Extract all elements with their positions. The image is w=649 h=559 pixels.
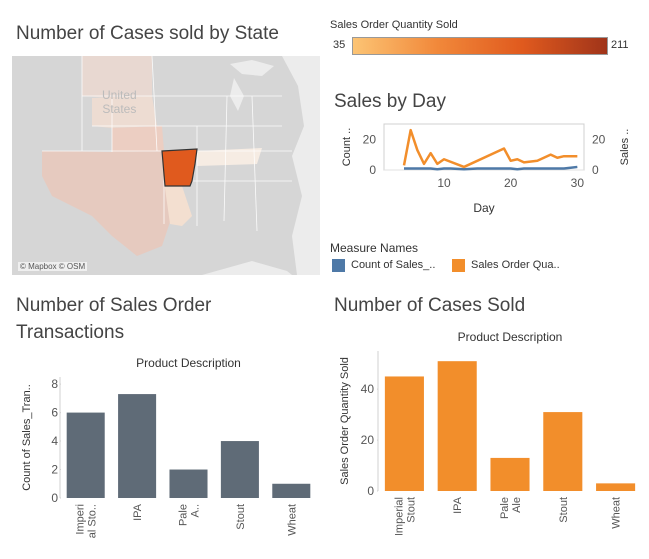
y-axis-label-right: Sales .. [619, 129, 631, 166]
bar [596, 483, 636, 491]
y-tick: 4 [51, 434, 58, 448]
category-label: PaleAle [499, 497, 523, 519]
category-label: Wheat [286, 504, 298, 536]
category-label: IPA [452, 496, 464, 514]
legend-swatch-quantity [452, 259, 465, 272]
color-legend-title: Sales Order Quantity Sold [330, 19, 458, 31]
y-tick-right: 0 [592, 163, 599, 177]
x-tick: 30 [571, 176, 585, 190]
y-tick: 8 [51, 377, 58, 391]
y-tick-left: 0 [369, 163, 376, 177]
bar-chart-header: Product Description [458, 330, 563, 344]
y-tick: 20 [361, 433, 375, 447]
bar [169, 469, 208, 498]
category-label: ImperialStout [393, 497, 417, 535]
bar [490, 457, 530, 491]
y-tick: 6 [51, 406, 58, 420]
map-attribution: © Mapbox © OSM [18, 262, 88, 271]
legend-label-quantity[interactable]: Sales Order Qua.. [471, 259, 560, 271]
bar [66, 412, 105, 498]
bar [118, 394, 157, 498]
category-label: IPA [132, 503, 144, 521]
measure-legend-title: Measure Names [330, 241, 419, 255]
line-plot-area [383, 123, 585, 171]
y-axis-label-left: Count .. [341, 128, 353, 167]
y-tick-right: 20 [592, 132, 606, 146]
category-label: Stout [235, 504, 247, 530]
map-title: Number of Cases sold by State [16, 23, 279, 44]
series-line-count [404, 165, 578, 171]
state-map[interactable]: United States © Mapbox © OSM [12, 56, 320, 275]
x-axis-label: Day [473, 201, 494, 215]
y-tick: 0 [367, 484, 374, 498]
y-tick: 40 [361, 382, 375, 396]
x-tick: 20 [504, 176, 518, 190]
sales-by-day-chart[interactable]: 0 20 0 20 10 20 30 Day Count .. Sales .. [328, 118, 648, 228]
cases-sold-bar-chart[interactable]: Product Description 0 20 40 Sales Order Quan… [330, 325, 640, 535]
map-watermark: United States [102, 88, 137, 116]
category-label: Imperial Sto.. [75, 504, 99, 538]
highlighted-state [161, 148, 198, 187]
category-label: Stout [558, 497, 570, 523]
bar [543, 412, 583, 491]
cases-sold-title: Number of Cases Sold [334, 295, 526, 316]
legend-swatch-count [332, 259, 345, 272]
color-ramp [352, 37, 608, 55]
bar [437, 361, 477, 491]
bar [384, 376, 424, 491]
sales-by-day-title: Sales by Day [334, 91, 446, 112]
bar [220, 441, 259, 498]
transactions-title-line1: Number of Sales Order [16, 295, 212, 316]
color-legend-min: 35 [333, 39, 346, 51]
category-label: Wheat [611, 497, 623, 529]
series-line-quantity [402, 128, 578, 169]
legend-label-count[interactable]: Count of Sales_.. [351, 259, 436, 271]
bar-chart-header: Product Description [136, 356, 241, 370]
map-canvas [12, 56, 320, 275]
y-axis-label: Sales Order Quantity Sold [339, 357, 351, 485]
color-legend-max: 211 [611, 39, 629, 51]
bar [272, 483, 311, 498]
y-tick: 2 [51, 463, 58, 477]
category-label: PaleA.. [178, 504, 202, 526]
y-tick-left: 20 [363, 132, 377, 146]
y-axis-label: Count of Sales_Tran.. [21, 384, 33, 491]
y-tick: 0 [51, 491, 58, 505]
transactions-bar-chart[interactable]: Product Description 0 2 4 6 8 Count of Sales_T… [10, 349, 320, 559]
transactions-title-line2: Transactions [16, 322, 125, 343]
x-tick: 10 [437, 176, 451, 190]
